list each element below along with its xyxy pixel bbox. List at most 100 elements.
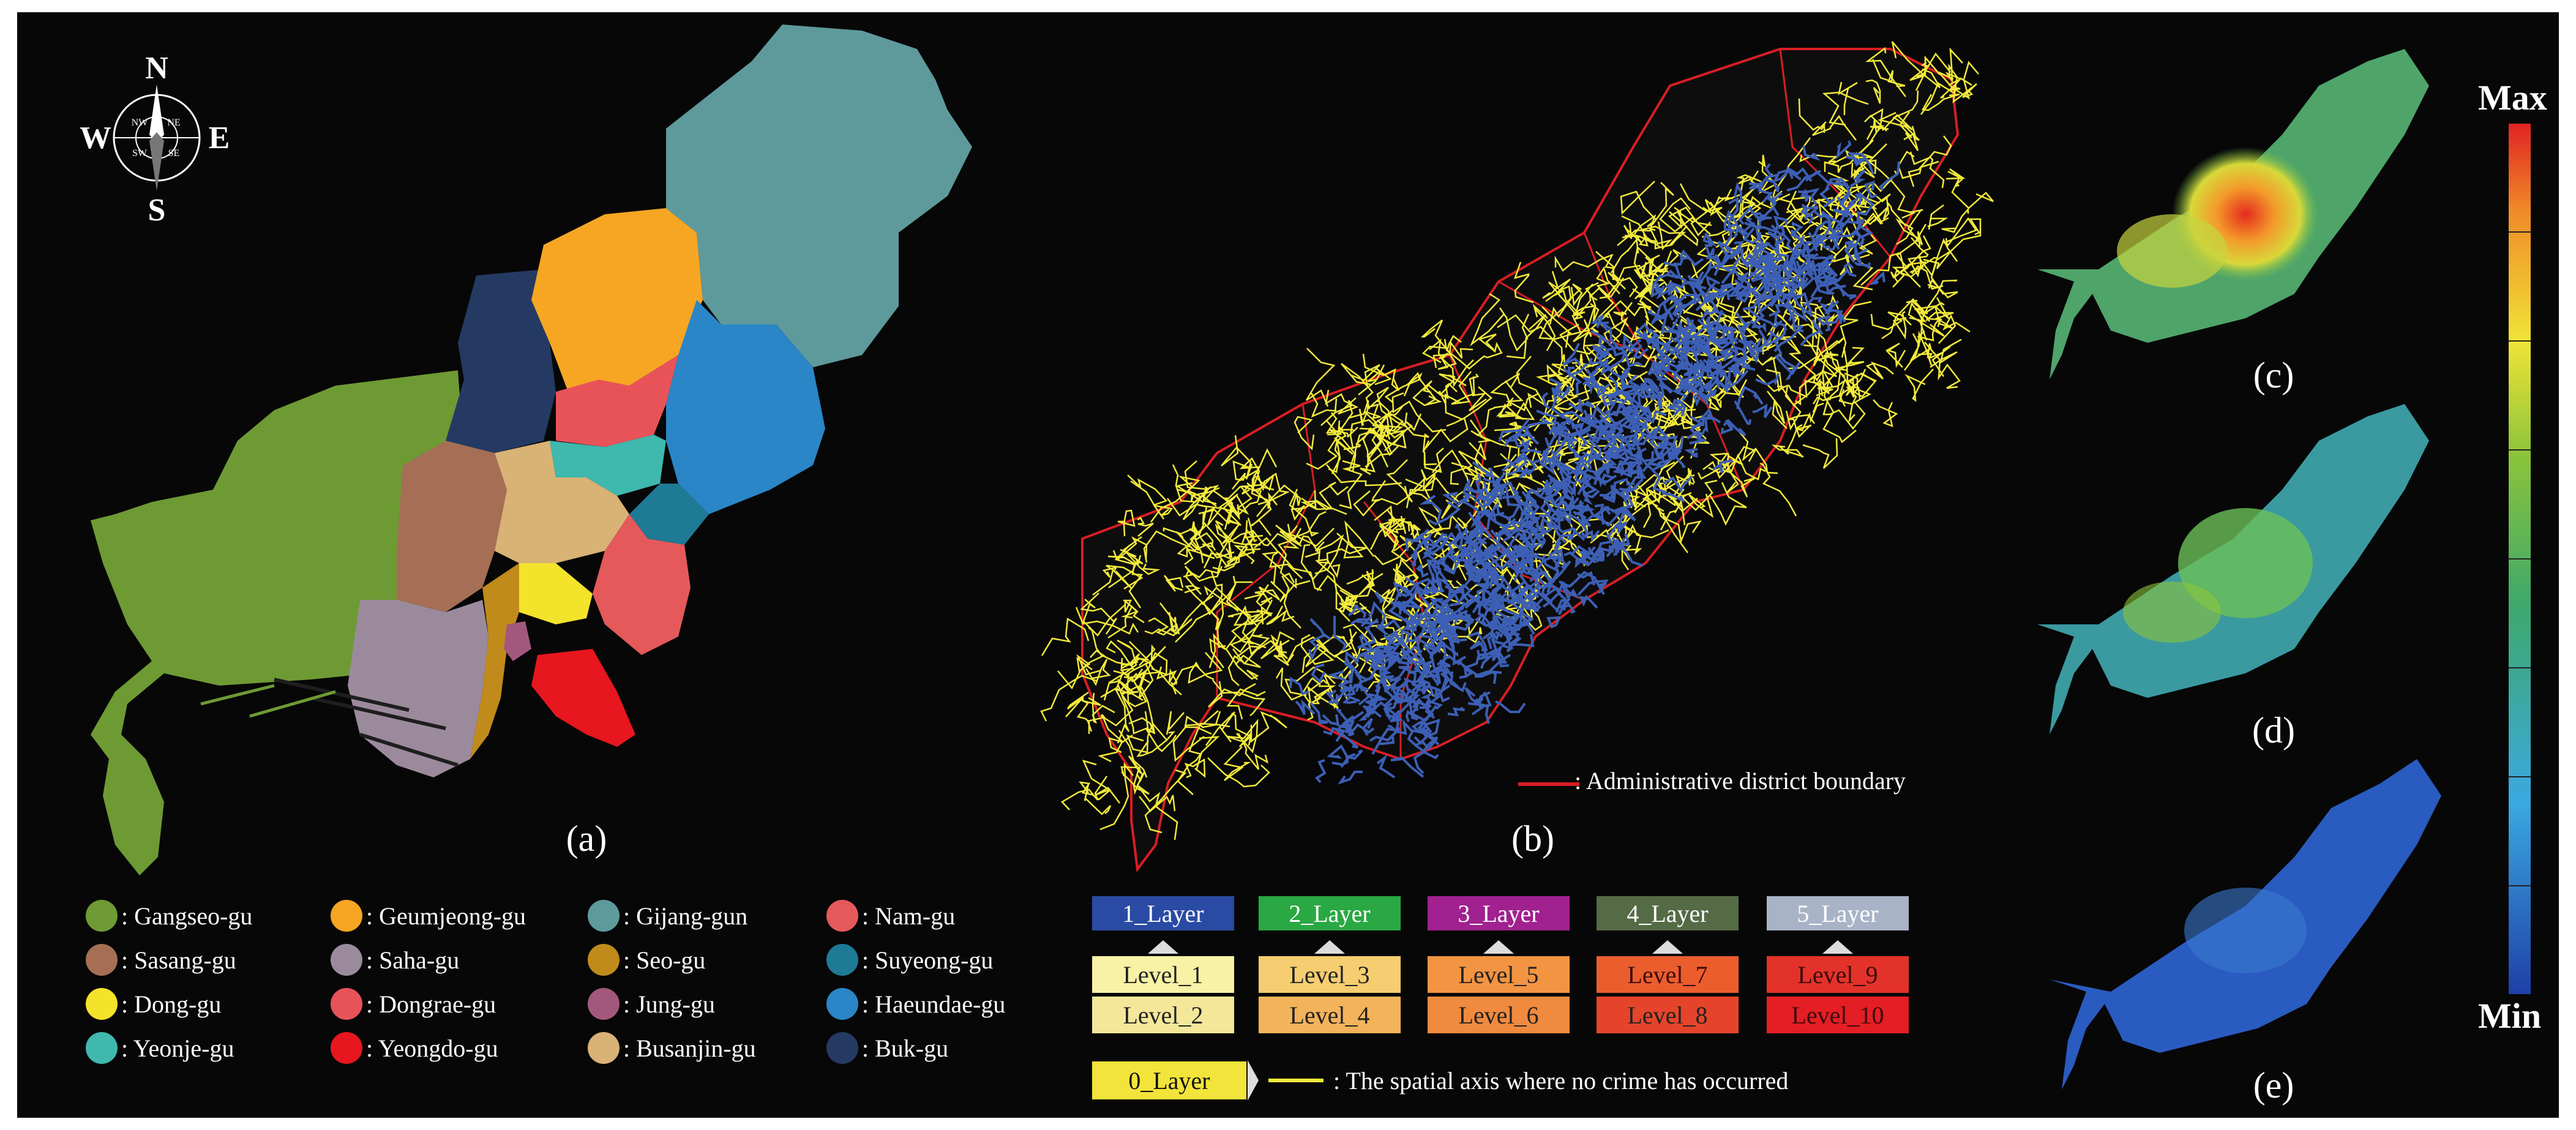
compass-ne: NE <box>167 118 180 128</box>
district-color-swatch <box>331 944 362 976</box>
district-legend-item: : Seo-gu <box>588 944 705 976</box>
level-box: Level_4 <box>1257 995 1402 1035</box>
region-gangseo-gu <box>91 370 464 875</box>
district-legend-item: : Dongrae-gu <box>331 988 496 1020</box>
panel-label-d: (d) <box>2252 710 2295 750</box>
district-legend-label: : Jung-gu <box>623 990 715 1018</box>
level-box: Level_7 <box>1595 955 1740 994</box>
district-legend-item: : Yeongdo-gu <box>331 1032 498 1064</box>
region-gijang-gun <box>666 24 972 367</box>
compass-se: SE <box>168 148 180 159</box>
region-suyeong-gu <box>629 484 709 545</box>
district-legend-item: : Haeundae-gu <box>826 988 1005 1020</box>
compass-south: S <box>148 193 166 228</box>
district-legend-item: : Busanjin-gu <box>588 1032 756 1064</box>
district-legend-item: : Sasang-gu <box>86 944 236 976</box>
scale-max-label: Max <box>2478 78 2547 118</box>
district-legend-label: : Dong-gu <box>121 990 222 1018</box>
region-jung-gu <box>504 621 531 661</box>
zero-layer-box: 0_Layer <box>1091 1060 1248 1101</box>
region-yeonje-gu <box>550 435 666 496</box>
level-box: Level_5 <box>1426 955 1571 994</box>
level-box: Level_3 <box>1257 955 1402 994</box>
compass-east: E <box>209 121 230 155</box>
compass-nw: NW <box>132 118 149 128</box>
district-legend-label: : Nam-gu <box>862 902 956 930</box>
level-box: Level_10 <box>1765 995 1910 1035</box>
region-haeundae-gu <box>666 300 825 514</box>
level-box: Level_6 <box>1426 995 1571 1035</box>
district-legend-label: : Gijang-gun <box>623 902 748 930</box>
district-color-swatch <box>86 944 118 976</box>
level-box: Level_2 <box>1091 995 1235 1035</box>
district-color-swatch <box>826 900 858 932</box>
district-legend-item: : Yeonje-gu <box>86 1032 234 1064</box>
district-legend-label: : Busanjin-gu <box>623 1034 756 1062</box>
network-map: (b) <box>1040 41 1994 873</box>
scale-min-label: Min <box>2478 996 2542 1036</box>
layer-pointer-icon <box>1483 940 1514 954</box>
district-legend-label: : Suyeong-gu <box>862 946 994 974</box>
layer-header: 5_Layer <box>1765 895 1910 932</box>
panel-label-e: (e) <box>2253 1065 2294 1106</box>
district-legend-item: : Gangseo-gu <box>86 900 252 932</box>
district-legend-label: : Seo-gu <box>623 946 706 974</box>
district-legend-item: : Jung-gu <box>588 988 715 1020</box>
heatmap-e: (e) <box>2050 759 2441 1106</box>
district-color-swatch <box>588 900 620 932</box>
district-color-swatch <box>826 1032 858 1064</box>
district-color-swatch <box>331 1032 362 1064</box>
heatmap-c: (c) <box>2037 49 2429 395</box>
region-dongrae-gu <box>556 355 678 447</box>
district-legend-label: : Yeongdo-gu <box>366 1034 498 1062</box>
layer-header: 4_Layer <box>1595 895 1740 932</box>
heatmap-d: (d) <box>2037 404 2429 750</box>
district-legend-label: : Yeonje-gu <box>121 1034 234 1062</box>
district-legend-label: : Haeundae-gu <box>862 990 1006 1018</box>
compass-icon: N S E W NE NW SE SW <box>80 51 230 228</box>
layer-pointer-icon <box>1148 940 1178 954</box>
district-color-swatch <box>588 1032 620 1064</box>
district-legend-item: : Suyeong-gu <box>826 944 993 976</box>
district-legend-label: : Gangseo-gu <box>121 902 253 930</box>
panel-label-b: (b) <box>1511 818 1554 859</box>
district-legend-label: : Saha-gu <box>366 946 460 974</box>
district-legend-label: : Geumjeong-gu <box>366 902 526 930</box>
district-legend-label: : Sasang-gu <box>121 946 236 974</box>
boundary-note: : Administrative district boundary <box>1574 767 1906 795</box>
region-sasang-gu <box>397 441 507 612</box>
crime-road-network <box>1289 140 1900 785</box>
district-legend-label: : Dongrae-gu <box>366 990 496 1018</box>
district-color-swatch <box>86 988 118 1020</box>
layer-header: 2_Layer <box>1257 895 1402 932</box>
district-color-swatch <box>826 944 858 976</box>
layer-pointer-icon <box>1314 940 1345 954</box>
district-legend-item: : Gijang-gun <box>588 900 747 932</box>
no-crime-note: : The spatial axis where no crime has oc… <box>1333 1067 1789 1094</box>
level-box: Level_1 <box>1091 955 1235 994</box>
figure-frame: N S E W NE NW SE SW <box>17 12 2559 1118</box>
district-color-swatch <box>588 944 620 976</box>
district-color-swatch <box>826 988 858 1020</box>
zero-layer-label: 0_Layer <box>1128 1066 1210 1094</box>
district-color-swatch <box>331 988 362 1020</box>
level-box: Level_8 <box>1595 995 1740 1035</box>
region-saha-gu <box>348 600 489 777</box>
region-dong-gu <box>519 563 593 624</box>
district-legend-item: : Nam-gu <box>826 900 955 932</box>
panel-label-c: (c) <box>2253 355 2294 395</box>
layer-pointer-icon <box>1822 940 1853 954</box>
district-legend-item: : Dong-gu <box>86 988 221 1020</box>
no-crime-line-sample <box>1268 1079 1324 1082</box>
district-legend-item: : Buk-gu <box>826 1032 948 1064</box>
region-nam-gu <box>593 514 691 655</box>
district-color-swatch <box>331 900 362 932</box>
district-map: (a) <box>91 24 972 875</box>
level-box: Level_9 <box>1765 955 1910 994</box>
compass-north: N <box>145 51 168 86</box>
district-legend-item: : Saha-gu <box>331 944 459 976</box>
district-color-swatch <box>86 1032 118 1064</box>
panel-label-a: (a) <box>566 818 607 859</box>
region-busanjin-gu <box>495 441 629 563</box>
layer-header: 1_Layer <box>1091 895 1235 932</box>
